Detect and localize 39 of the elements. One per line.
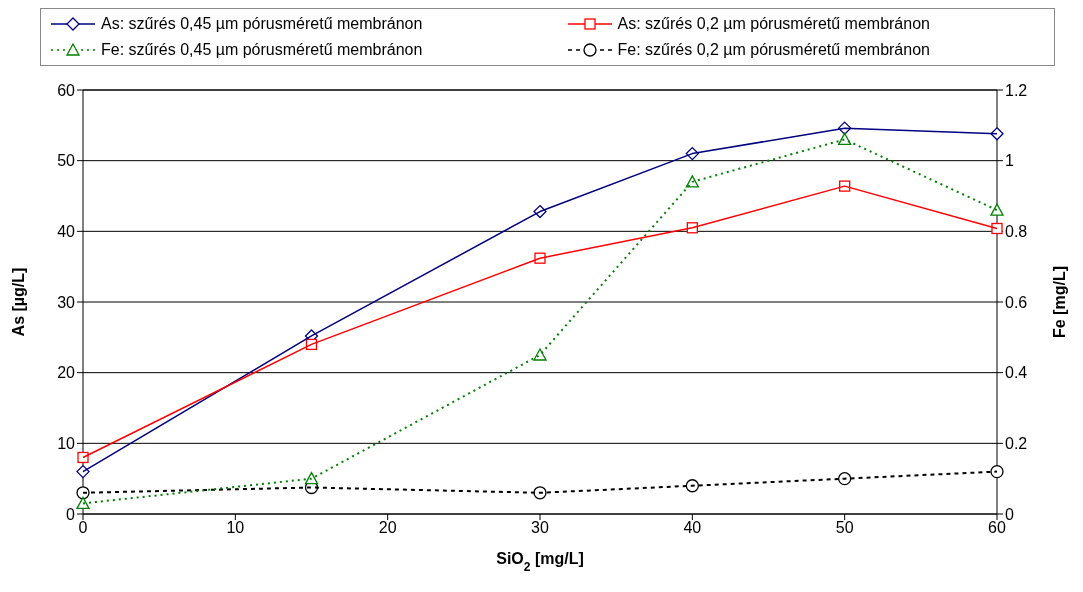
point (533, 486, 547, 500)
point (990, 464, 1004, 479)
x-axis-title: SiO$_{2}$ [mg/L] (496, 550, 584, 574)
y2-tick-label: 0.4 (1005, 364, 1028, 382)
point (76, 486, 90, 500)
point (685, 479, 699, 493)
y-tick-label: 40 (57, 223, 76, 241)
legend-label: Fe: szűrés 0,2 µm pórusméretű membránon (617, 41, 930, 59)
y-tick-label: 30 (57, 293, 76, 311)
y-tick-label: 20 (57, 364, 76, 382)
x-tick-label: 40 (683, 519, 702, 537)
x-tick-label: 0 (78, 519, 88, 537)
legend-label: Fe: szűrés 0,45 µm pórusméretű membránon (101, 41, 423, 59)
point (990, 127, 1004, 141)
point (304, 472, 319, 485)
x-tick-label: 50 (835, 519, 854, 537)
x-tick-label: 20 (378, 519, 397, 537)
x-tick-label: 10 (226, 519, 245, 537)
y-tick-label: 50 (57, 152, 76, 170)
point (991, 222, 1003, 235)
x-tick-label: 30 (531, 519, 549, 537)
y2-tick-label: 0.2 (1005, 435, 1028, 453)
legend-label: As: szűrés 0,2 µm pórusméretű membránon (617, 15, 930, 33)
point (533, 348, 547, 361)
legend-label: As: szűrés 0,45 µm pórusméretű membránon (101, 15, 423, 33)
y2-tick-label: 1 (1005, 152, 1014, 170)
y2-tick-label: 0.6 (1005, 293, 1028, 311)
y2-axis-title: Fe [mg/L] (1051, 266, 1068, 338)
y2-tick-label: 1.2 (1005, 81, 1028, 99)
y-tick-label: 0 (66, 505, 76, 523)
point (838, 472, 852, 486)
y-tick-label: 60 (57, 81, 76, 99)
y2-tick-label: 0.8 (1005, 223, 1028, 241)
x-tick-label: 60 (988, 519, 1006, 537)
y2-tick-label: 0 (1005, 505, 1014, 523)
y-axis-title: As [µg/L] (10, 267, 27, 337)
point (76, 464, 90, 479)
y-tick-label: 10 (57, 435, 76, 453)
point (77, 451, 89, 464)
